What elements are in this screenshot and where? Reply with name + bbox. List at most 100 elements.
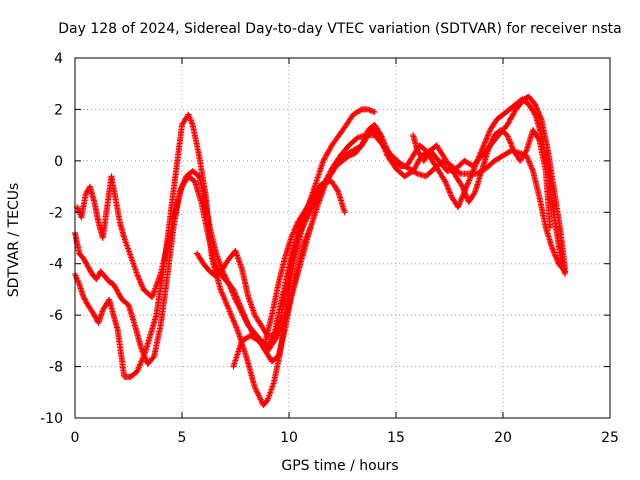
data-marker-segment [465, 190, 478, 205]
y-tick-label: -10 [40, 411, 63, 427]
data-marker-segment [452, 173, 465, 189]
data-marker-segment [281, 287, 296, 324]
data-marker-segment [378, 132, 390, 153]
data-marker-segment [485, 133, 497, 154]
data-marker-segment [236, 301, 249, 322]
data-marker-segment [243, 317, 255, 335]
data-marker-segment [189, 168, 202, 179]
data-marker-segment [200, 188, 213, 230]
data-marker-segment [337, 143, 351, 159]
data-marker-segment [243, 353, 258, 389]
data-marker-segment [131, 322, 144, 351]
data-marker-segment [80, 255, 91, 268]
data-marker-segment [127, 253, 140, 276]
data-marker-segment [480, 128, 493, 149]
data-marker-segment [472, 169, 485, 195]
data-marker-segment [320, 143, 335, 164]
data-marker-segment [238, 265, 251, 299]
data-marker-segment [532, 101, 544, 122]
plot-frame [74, 57, 611, 419]
series-trace-a [72, 106, 378, 409]
data-marker-segment [185, 111, 196, 127]
data-marker-segment [76, 250, 86, 261]
series-trace-e [230, 93, 569, 370]
y-tick-label: 4 [54, 51, 63, 67]
data-marker-segment [245, 294, 258, 317]
data-marker-segment [138, 345, 151, 366]
data-marker-segment [416, 142, 428, 153]
data-marker-segment [335, 188, 348, 216]
data-marker-segment [301, 200, 313, 216]
data-marker-segment [283, 252, 296, 288]
data-marker-segment [170, 123, 185, 195]
data-marker-segment [290, 257, 305, 293]
data-marker-segment [114, 327, 127, 379]
data-marker-segment [549, 245, 562, 266]
data-points [72, 93, 569, 409]
data-marker-segment [333, 158, 345, 169]
data-marker-segment [320, 174, 332, 187]
data-marker-segment [151, 324, 164, 360]
x-tick-label: 25 [601, 430, 619, 446]
data-marker-segment [232, 247, 245, 271]
y-tick-label: -4 [49, 257, 63, 273]
y-tick-label: 0 [54, 154, 63, 170]
data-marker-segment [532, 111, 545, 137]
series-trace-g [410, 127, 554, 231]
data-marker-segment [544, 147, 558, 194]
data-marker-segment [108, 173, 119, 201]
data-marker-segment [251, 384, 266, 407]
data-marker-segment [275, 257, 288, 288]
data-marker-segment [191, 178, 204, 204]
data-marker-segment [198, 199, 211, 235]
data-marker-segment [251, 312, 264, 328]
data-marker-segment [350, 107, 364, 118]
data-marker-segment [277, 282, 290, 324]
x-tick-label: 0 [71, 430, 80, 446]
data-marker-segment [345, 150, 358, 159]
data-marker-segment [106, 278, 116, 287]
data-marker-segment [84, 263, 95, 276]
grid-lines [75, 58, 610, 418]
x-tick-label: 10 [280, 430, 298, 446]
data-marker-segment [371, 121, 384, 137]
y-tick-label: 2 [54, 102, 63, 118]
data-marker-segment [157, 236, 172, 277]
data-marker-segment [557, 255, 569, 277]
data-marker-segment [504, 107, 519, 128]
data-marker-segment [142, 313, 159, 355]
data-marker-segment [144, 354, 157, 367]
data-marker-segment [538, 116, 551, 152]
data-marker-segment [542, 224, 555, 250]
data-marker-segment [196, 173, 206, 194]
data-marker-segment [478, 149, 491, 175]
data-marker-segment [491, 153, 505, 164]
data-marker-segment [290, 231, 303, 257]
data-marker-segment [275, 329, 288, 360]
data-marker-segment [384, 147, 397, 163]
data-marker-segment [99, 205, 110, 241]
data-marker-segment [262, 313, 275, 344]
data-marker-segment [78, 192, 89, 221]
data-marker-segment [125, 301, 138, 327]
data-marker-segment [260, 398, 270, 409]
data-marker-segment [204, 229, 217, 263]
data-marker-segment [134, 271, 146, 291]
data-marker-segment [281, 236, 294, 262]
x-axis-label: GPS time / hours [281, 458, 398, 474]
x-tick-label: 20 [494, 430, 512, 446]
y-tick-label: -6 [49, 308, 63, 324]
data-marker-segment [294, 210, 307, 226]
data-marker-segment [519, 96, 531, 107]
data-marker-segment [296, 218, 309, 236]
data-marker-segment [358, 128, 371, 149]
data-marker-segment [311, 159, 326, 190]
data-marker-segment [110, 281, 121, 294]
data-marker-segment [223, 278, 236, 292]
data-marker-segment [268, 282, 281, 319]
data-marker-segment [326, 164, 339, 180]
series-trace-f [262, 96, 569, 344]
data-marker-segment [121, 235, 134, 258]
data-marker-segment [506, 102, 518, 113]
data-marker-segment [352, 143, 364, 157]
